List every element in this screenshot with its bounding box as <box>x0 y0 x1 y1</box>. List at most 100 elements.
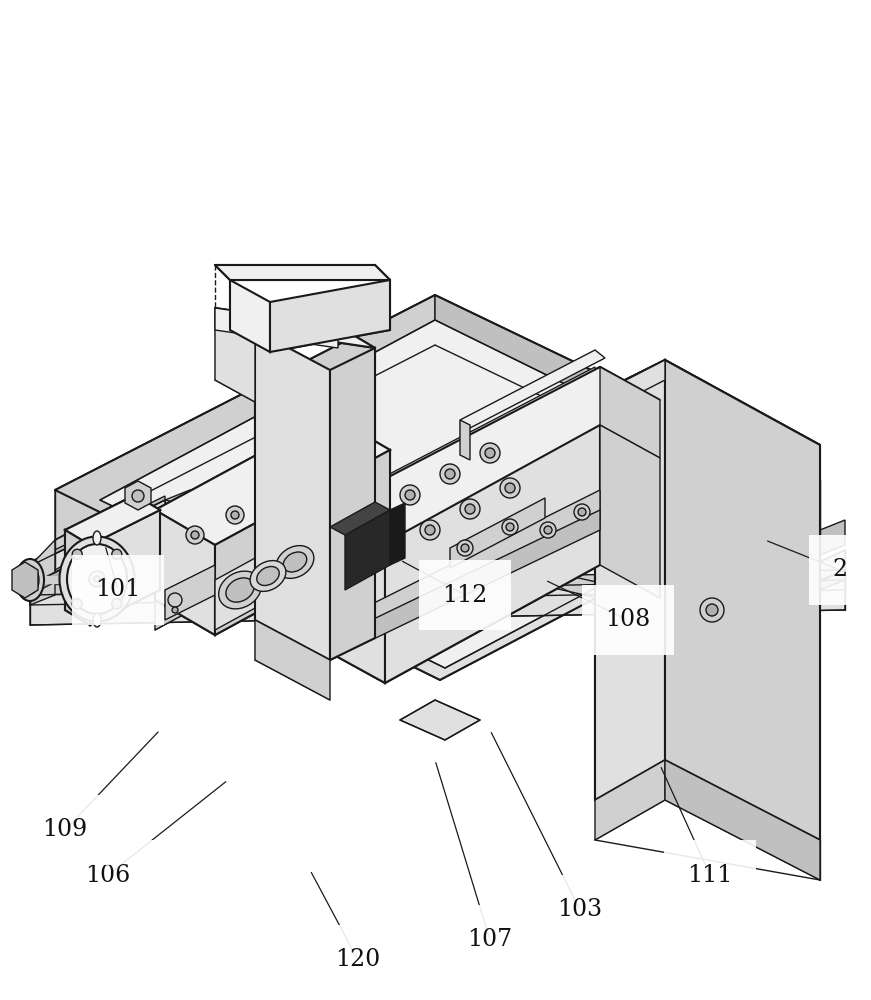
Polygon shape <box>255 620 330 700</box>
Text: 120: 120 <box>335 948 381 972</box>
Polygon shape <box>155 415 390 545</box>
Circle shape <box>405 490 415 500</box>
Circle shape <box>111 599 122 609</box>
Polygon shape <box>165 490 720 620</box>
Ellipse shape <box>226 578 254 602</box>
Polygon shape <box>595 360 665 415</box>
Polygon shape <box>215 265 390 280</box>
Ellipse shape <box>283 552 307 572</box>
Polygon shape <box>30 496 165 566</box>
Text: 101: 101 <box>96 578 140 601</box>
Circle shape <box>168 593 182 607</box>
Polygon shape <box>600 367 660 458</box>
Polygon shape <box>595 360 665 800</box>
Text: 2: 2 <box>833 558 847 582</box>
Polygon shape <box>30 518 160 595</box>
Text: 111: 111 <box>687 863 733 886</box>
Polygon shape <box>12 562 38 598</box>
Polygon shape <box>720 530 820 615</box>
Ellipse shape <box>93 613 101 627</box>
Circle shape <box>186 526 204 544</box>
Circle shape <box>485 448 495 458</box>
Text: 107: 107 <box>468 928 512 952</box>
Ellipse shape <box>16 559 44 601</box>
Circle shape <box>440 464 460 484</box>
Polygon shape <box>215 308 375 348</box>
Ellipse shape <box>257 567 280 585</box>
Circle shape <box>465 504 475 514</box>
Ellipse shape <box>21 566 39 594</box>
Polygon shape <box>325 367 660 543</box>
Text: 109: 109 <box>43 818 88 842</box>
Ellipse shape <box>93 531 101 545</box>
Polygon shape <box>600 425 660 598</box>
Polygon shape <box>155 510 215 635</box>
Polygon shape <box>595 360 820 480</box>
Polygon shape <box>55 295 435 540</box>
Polygon shape <box>55 490 145 570</box>
Polygon shape <box>215 308 338 348</box>
Circle shape <box>132 490 144 502</box>
Circle shape <box>445 469 455 479</box>
Polygon shape <box>460 420 470 460</box>
Circle shape <box>502 519 518 535</box>
Polygon shape <box>695 550 845 640</box>
Polygon shape <box>665 360 820 840</box>
Text: 106: 106 <box>85 863 131 886</box>
Polygon shape <box>100 320 780 668</box>
Ellipse shape <box>250 561 286 591</box>
Circle shape <box>425 525 435 535</box>
Ellipse shape <box>59 536 134 621</box>
Circle shape <box>271 491 279 499</box>
Text: 112: 112 <box>442 584 488 606</box>
Polygon shape <box>30 580 845 625</box>
Polygon shape <box>390 503 405 565</box>
Circle shape <box>706 604 718 616</box>
Polygon shape <box>385 425 600 683</box>
Circle shape <box>500 478 520 498</box>
Polygon shape <box>595 760 665 840</box>
Polygon shape <box>330 348 375 660</box>
Ellipse shape <box>219 571 261 609</box>
Polygon shape <box>460 350 605 428</box>
Polygon shape <box>215 308 255 402</box>
Circle shape <box>461 544 469 552</box>
Polygon shape <box>255 330 330 660</box>
Polygon shape <box>330 490 600 655</box>
Circle shape <box>266 486 284 504</box>
Polygon shape <box>30 500 165 585</box>
Circle shape <box>506 523 514 531</box>
Polygon shape <box>55 295 820 680</box>
Ellipse shape <box>67 544 127 614</box>
Ellipse shape <box>276 546 314 578</box>
Circle shape <box>457 540 473 556</box>
Polygon shape <box>270 280 390 352</box>
Polygon shape <box>330 510 600 660</box>
Circle shape <box>94 576 100 582</box>
Polygon shape <box>165 565 215 620</box>
Polygon shape <box>215 450 390 635</box>
Polygon shape <box>665 760 820 880</box>
Text: 108: 108 <box>605 608 651 632</box>
Circle shape <box>574 504 590 520</box>
Polygon shape <box>400 700 480 740</box>
Circle shape <box>420 520 440 540</box>
Polygon shape <box>450 498 545 568</box>
Polygon shape <box>155 505 330 630</box>
Polygon shape <box>125 481 151 510</box>
Polygon shape <box>330 367 595 535</box>
Polygon shape <box>435 295 820 530</box>
Circle shape <box>400 485 420 505</box>
Polygon shape <box>230 280 270 352</box>
Circle shape <box>89 571 105 587</box>
Polygon shape <box>30 540 55 605</box>
Polygon shape <box>65 530 90 625</box>
Circle shape <box>72 549 82 559</box>
Circle shape <box>460 499 480 519</box>
Polygon shape <box>90 510 160 625</box>
Circle shape <box>231 511 239 519</box>
Circle shape <box>544 526 552 534</box>
Polygon shape <box>215 517 330 630</box>
Polygon shape <box>30 570 845 605</box>
Polygon shape <box>65 495 160 545</box>
